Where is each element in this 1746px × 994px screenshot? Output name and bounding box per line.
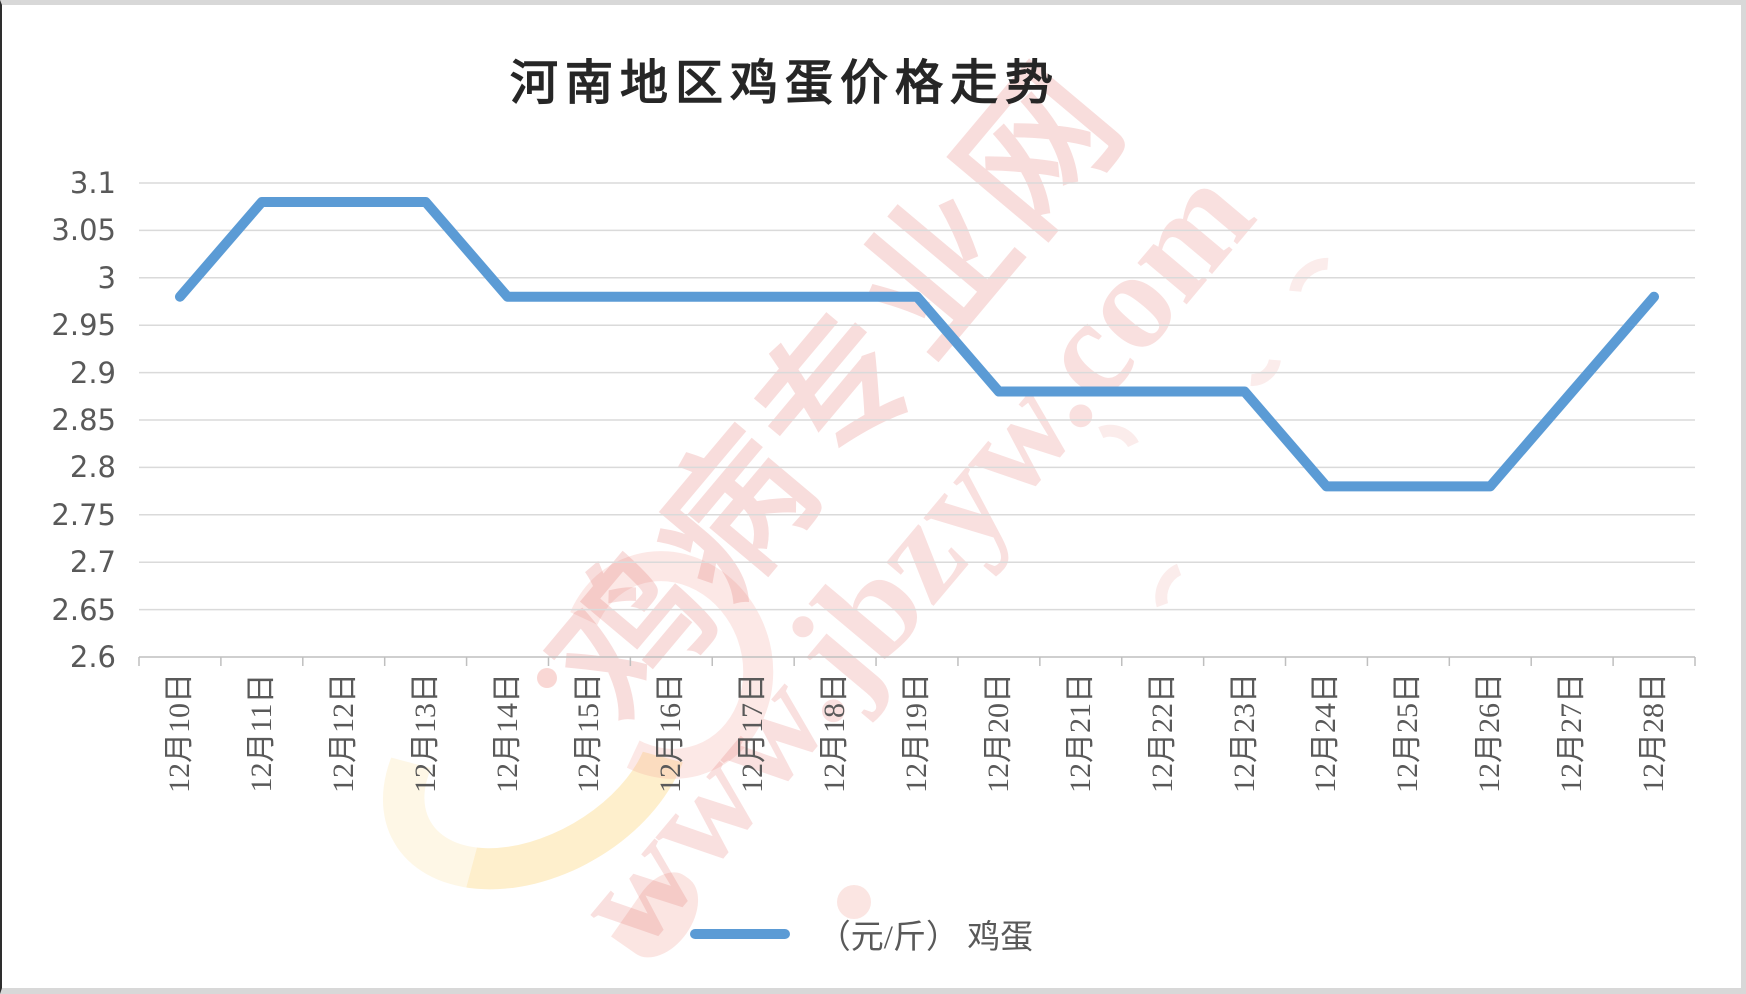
y-axis-tick-label: 2.6 xyxy=(69,640,116,674)
x-axis-tick-label: 12月26日 xyxy=(1473,673,1507,793)
x-axis-tick-label: 12月12日 xyxy=(326,673,360,793)
x-axis-tick-label: 12月21日 xyxy=(1063,673,1097,793)
y-axis-tick-label: 3.05 xyxy=(51,213,116,248)
chart-title: 河南地区鸡蛋价格走势 xyxy=(509,57,1061,110)
x-axis-tick-label: 12月19日 xyxy=(900,673,933,793)
y-axis-tick-label: 2.8 xyxy=(69,450,116,485)
x-axis-tick-label: 12月25日 xyxy=(1391,673,1425,793)
x-axis-tick-label: 12月15日 xyxy=(572,673,606,793)
x-axis-tick-label: 12月22日 xyxy=(1145,673,1179,793)
y-axis-tick-label: 2.75 xyxy=(51,497,116,532)
y-axis-tick-label: 3.1 xyxy=(69,166,116,200)
x-axis-tick-label: 12月14日 xyxy=(490,673,524,793)
legend-line-swatch xyxy=(689,929,790,939)
x-axis-tick-label: 12月27日 xyxy=(1555,673,1589,793)
x-axis-tick-label: 12月28日 xyxy=(1637,673,1671,793)
x-axis-tick-label: 12月24日 xyxy=(1309,673,1343,793)
x-axis-tick-label: 12月16日 xyxy=(654,673,688,793)
price-line-chart-plot xyxy=(138,182,1696,666)
x-axis-tick-label: 12月18日 xyxy=(818,673,852,793)
x-axis-tick-label: 12月13日 xyxy=(408,673,442,793)
y-axis-tick-label: 2.7 xyxy=(69,545,116,580)
x-axis-tick-label: 12月10日 xyxy=(162,673,196,793)
y-axis-tick-label: 2.95 xyxy=(51,308,116,343)
y-axis-tick-label: 2.9 xyxy=(69,355,116,390)
y-axis-tick-label: 2.65 xyxy=(51,592,116,627)
egg-price-line xyxy=(174,196,1660,492)
y-axis-tick-label: 3 xyxy=(97,260,116,295)
x-axis-tick-label: 12月11日 xyxy=(244,673,278,793)
x-axis-tick-label: 12月23日 xyxy=(1227,673,1261,793)
legend: （元/斤） 鸡蛋 xyxy=(2,908,1731,960)
y-axis-tick-label: 2.85 xyxy=(51,403,116,437)
x-axis-tick-label: 12月20日 xyxy=(981,673,1015,793)
legend-label: （元/斤） 鸡蛋 xyxy=(817,920,1034,956)
x-axis-tick-label: 12月17日 xyxy=(736,673,770,793)
